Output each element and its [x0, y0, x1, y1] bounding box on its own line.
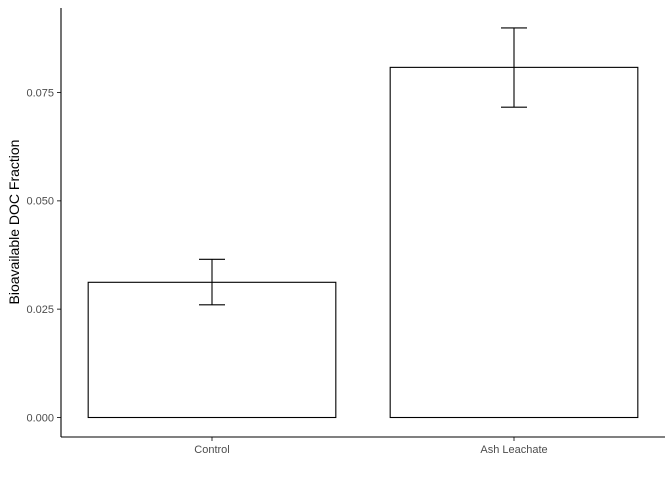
- x-tick-label: Control: [194, 444, 229, 456]
- y-tick-label: 0.075: [26, 87, 54, 99]
- y-axis-title: Bioavailable DOC Fraction: [6, 140, 22, 305]
- bar: [389, 66, 639, 419]
- y-tick-label: 0.000: [26, 412, 54, 424]
- plot-area: 0.000 0.025 0.050 0.075 Control Ash Leachate: [26, 27, 639, 456]
- y-tick-label: 0.025: [26, 304, 54, 316]
- y-tick-label: 0.050: [26, 196, 54, 208]
- x-tick-label: Ash Leachate: [480, 444, 547, 456]
